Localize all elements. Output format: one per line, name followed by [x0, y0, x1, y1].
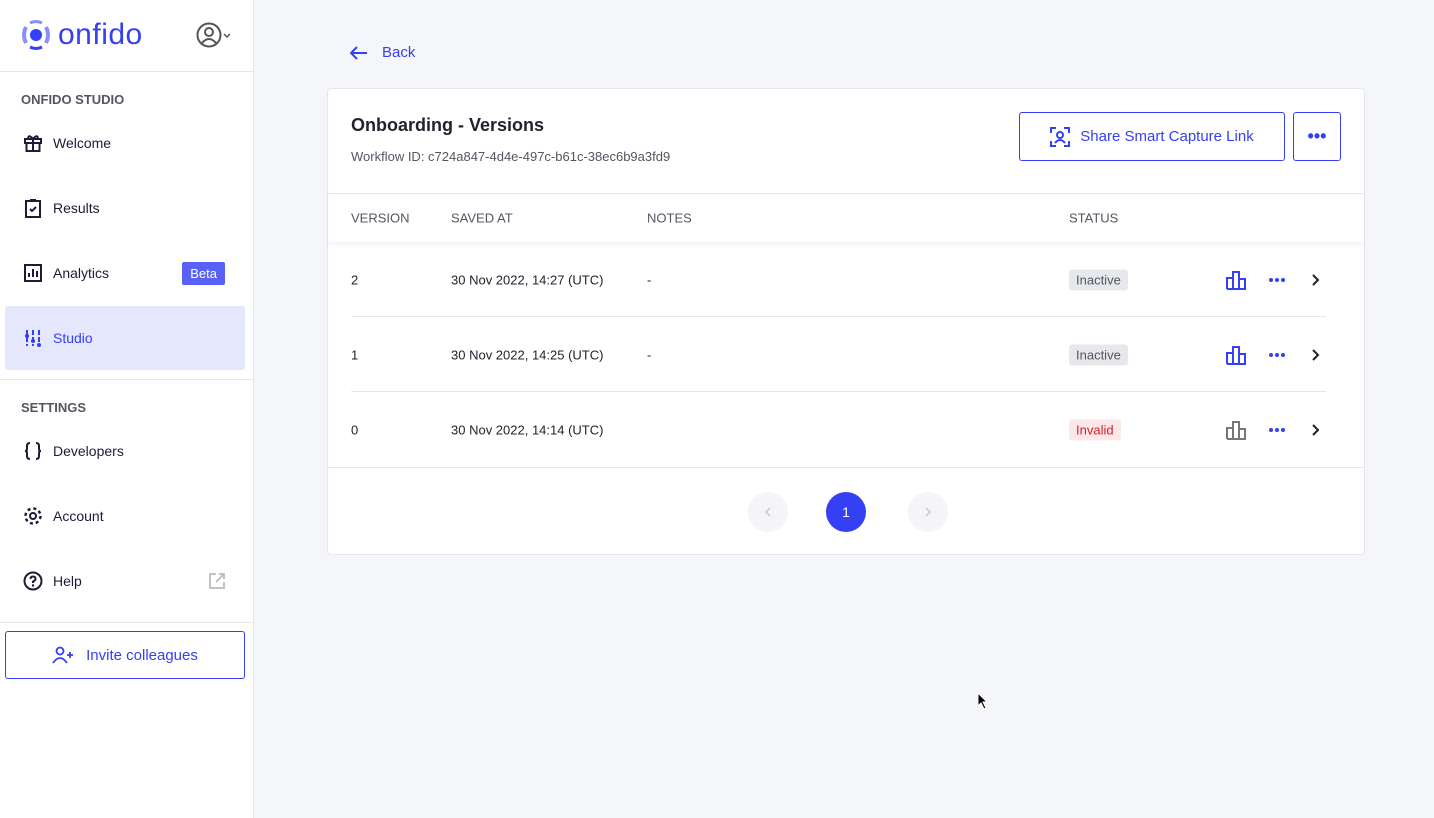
beta-badge: Beta	[182, 261, 225, 285]
sidebar-item-results[interactable]: Results	[5, 176, 245, 240]
sidebar-item-studio[interactable]: Studio	[5, 306, 245, 370]
status-badge: Invalid	[1069, 419, 1121, 440]
gear-icon	[24, 507, 42, 525]
chevron-right-icon	[925, 507, 932, 517]
sidebar-item-label: Results	[53, 200, 100, 216]
next-page-button[interactable]	[908, 492, 948, 532]
back-link[interactable]: Back	[350, 44, 415, 61]
workflow-id: Workflow ID: c724a847-4d4e-497c-b61c-38e…	[351, 149, 671, 164]
saved-at-cell: 30 Nov 2022, 14:27 (UTC)	[451, 272, 604, 287]
invite-label: Invite colleagues	[86, 646, 198, 664]
saved-at-cell: 30 Nov 2022, 14:14 (UTC)	[451, 422, 604, 437]
column-version: VERSION	[351, 210, 410, 226]
face-scan-icon	[1050, 126, 1071, 147]
previous-page-button[interactable]	[748, 492, 788, 532]
invite-colleagues-button[interactable]: Invite colleagues	[5, 631, 245, 679]
user-menu[interactable]	[196, 22, 232, 48]
share-label: Share Smart Capture Link	[1080, 128, 1254, 145]
share-smart-capture-link-button[interactable]: Share Smart Capture Link	[1019, 112, 1285, 161]
external-link-icon	[209, 573, 225, 589]
analytics-icon[interactable]	[1226, 270, 1246, 290]
onfido-logo[interactable]: onfido	[20, 18, 143, 52]
versions-card: Onboarding - Versions Workflow ID: c724a…	[327, 88, 1365, 555]
help-icon	[23, 571, 43, 591]
pagination: 1	[328, 467, 1364, 555]
column-notes: NOTES	[647, 210, 692, 226]
chevron-right-icon[interactable]	[1310, 273, 1320, 287]
chevron-down-icon	[223, 33, 231, 39]
sidebar-item-label: Developers	[53, 443, 124, 459]
sliders-icon	[25, 330, 41, 347]
notes-cell: -	[647, 272, 652, 287]
version-cell: 0	[351, 422, 359, 437]
divider	[0, 622, 253, 623]
table-row[interactable]: 0 30 Nov 2022, 14:14 (UTC) Invalid	[328, 392, 1364, 467]
divider	[0, 379, 253, 380]
sidebar-item-developers[interactable]: Developers	[5, 419, 245, 483]
sidebar-item-help[interactable]: Help	[5, 549, 245, 613]
notes-cell: -	[647, 347, 652, 362]
sidebar: onfido ONFIDO STUDIO Welcome Results Ana…	[0, 0, 254, 818]
sidebar-item-label: Help	[53, 573, 82, 589]
divider	[351, 316, 1326, 317]
analytics-icon	[1226, 420, 1246, 440]
divider	[0, 71, 253, 72]
table-row[interactable]: 1 30 Nov 2022, 14:25 (UTC) - Inactive	[328, 317, 1364, 392]
more-options-button[interactable]: •••	[1293, 112, 1341, 161]
section-onfido-studio: ONFIDO STUDIO	[21, 92, 125, 107]
more-icon[interactable]	[1268, 277, 1286, 283]
page-title: Onboarding - Versions	[351, 115, 545, 135]
user-avatar-icon	[196, 22, 222, 48]
sidebar-item-account[interactable]: Account	[5, 484, 245, 548]
gift-icon	[24, 135, 42, 152]
sidebar-item-label: Studio	[53, 330, 93, 346]
section-settings: SETTINGS	[21, 400, 87, 415]
version-cell: 2	[351, 272, 359, 287]
arrow-left-icon	[350, 45, 367, 60]
sidebar-item-analytics[interactable]: Analytics Beta	[5, 241, 245, 305]
logo-text: onfido	[58, 18, 143, 51]
status-badge: Inactive	[1069, 344, 1128, 365]
bar-chart-icon	[24, 264, 42, 282]
divider	[351, 391, 1326, 392]
mouse-cursor-icon	[977, 692, 989, 710]
sidebar-item-label: Welcome	[53, 135, 112, 151]
analytics-icon[interactable]	[1226, 345, 1246, 365]
chevron-left-icon	[764, 507, 771, 517]
page-1-button[interactable]: 1	[826, 492, 866, 532]
clipboard-check-icon	[25, 199, 41, 218]
saved-at-cell: 30 Nov 2022, 14:25 (UTC)	[451, 347, 604, 362]
sidebar-item-label: Account	[53, 508, 104, 524]
sidebar-item-label: Analytics	[53, 265, 110, 281]
more-icon[interactable]	[1268, 427, 1286, 433]
version-cell: 1	[351, 347, 359, 362]
braces-icon	[24, 442, 42, 460]
column-saved-at: SAVED AT	[451, 210, 513, 226]
sidebar-item-welcome[interactable]: Welcome	[5, 111, 245, 175]
more-icon[interactable]	[1268, 352, 1286, 358]
table-row[interactable]: 2 30 Nov 2022, 14:27 (UTC) - Inactive	[328, 242, 1364, 317]
user-plus-icon	[52, 646, 74, 664]
column-status: STATUS	[1069, 210, 1119, 226]
status-badge: Inactive	[1069, 269, 1128, 290]
back-label: Back	[382, 44, 416, 61]
chevron-right-icon[interactable]	[1310, 348, 1320, 362]
onfido-logo-icon	[22, 20, 50, 50]
table-header: VERSION SAVED AT NOTES STATUS	[328, 193, 1364, 242]
chevron-right-icon[interactable]	[1310, 423, 1320, 437]
